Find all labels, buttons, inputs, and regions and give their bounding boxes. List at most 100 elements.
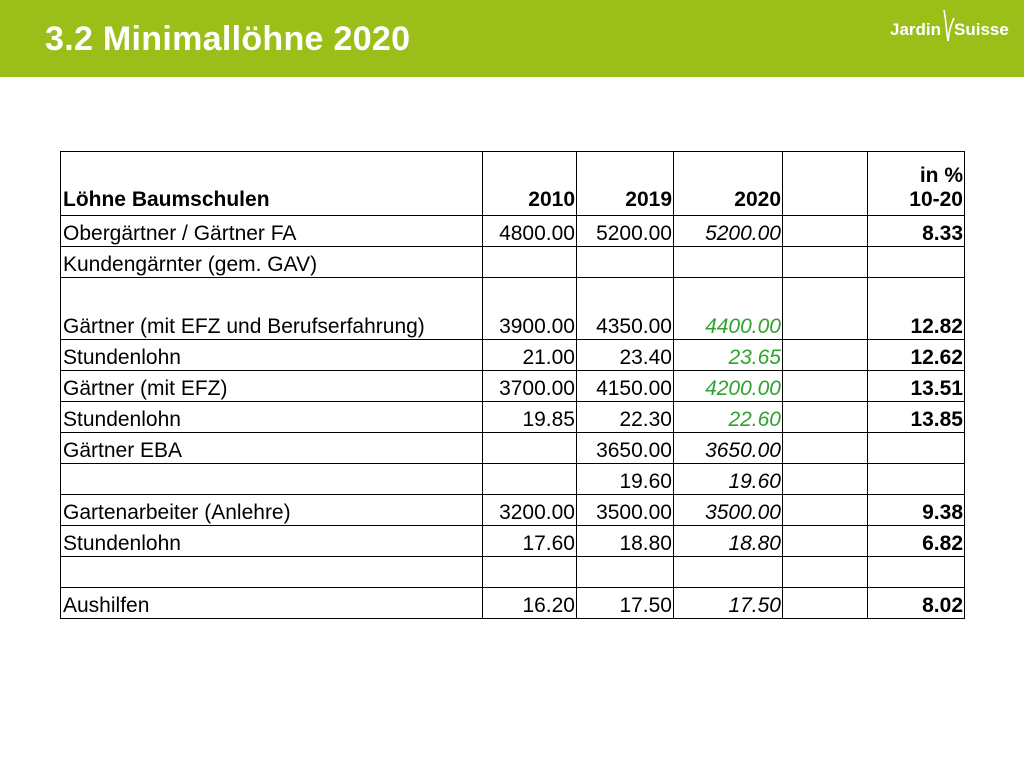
cell-percent bbox=[867, 246, 965, 278]
cell-2010: 4800.00 bbox=[482, 215, 577, 247]
cell-empty bbox=[782, 463, 868, 495]
header-2020: 2020 bbox=[673, 151, 783, 216]
cell-2019: 22.30 bbox=[576, 401, 674, 433]
row-label: Gärtner (mit EFZ und Berufserfahrung) bbox=[60, 277, 483, 340]
cell-percent bbox=[867, 556, 965, 588]
cell-percent bbox=[867, 463, 965, 495]
row-label: Obergärtner / Gärtner FA bbox=[60, 215, 483, 247]
cell-empty bbox=[782, 370, 868, 402]
row-label: Gärtner (mit EFZ) bbox=[60, 370, 483, 402]
header-empty bbox=[782, 151, 868, 216]
row-label: Stundenlohn bbox=[60, 401, 483, 433]
cell-empty bbox=[782, 525, 868, 557]
cell-2020 bbox=[673, 246, 783, 278]
cell-percent: 12.82 bbox=[867, 277, 965, 340]
cell-empty bbox=[782, 494, 868, 526]
row-label bbox=[60, 463, 483, 495]
table-row: Aushilfen 16.20 17.50 17.50 8.02 bbox=[60, 587, 965, 619]
row-label bbox=[60, 556, 483, 588]
cell-percent: 13.51 bbox=[867, 370, 965, 402]
row-label: Aushilfen bbox=[60, 587, 483, 619]
table-row: Stundenlohn 17.60 18.80 18.80 6.82 bbox=[60, 525, 965, 557]
header-label: Löhne Baumschulen bbox=[60, 151, 483, 216]
page-title: 3.2 Minimallöhne 2020 bbox=[45, 20, 411, 58]
cell-empty bbox=[782, 246, 868, 278]
cell-empty bbox=[782, 587, 868, 619]
row-label: Gartenarbeiter (Anlehre) bbox=[60, 494, 483, 526]
cell-empty bbox=[782, 401, 868, 433]
cell-2019: 17.50 bbox=[576, 587, 674, 619]
cell-2019: 4350.00 bbox=[576, 277, 674, 340]
cell-2020: 18.80 bbox=[673, 525, 783, 557]
row-label: Gärtner EBA bbox=[60, 432, 483, 464]
table-row: Gartenarbeiter (Anlehre) 3200.00 3500.00 35… bbox=[60, 494, 965, 526]
table-row: Gärtner (mit EFZ und Berufserfahrung) 390… bbox=[60, 277, 965, 340]
cell-2010 bbox=[482, 463, 577, 495]
row-label: Stundenlohn bbox=[60, 525, 483, 557]
cell-percent: 13.85 bbox=[867, 401, 965, 433]
cell-2020: 3500.00 bbox=[673, 494, 783, 526]
cell-2010 bbox=[482, 556, 577, 588]
cell-percent: 8.33 bbox=[867, 215, 965, 247]
cell-2019: 23.40 bbox=[576, 339, 674, 371]
cell-2020: 22.60 bbox=[673, 401, 783, 433]
table-row: Stundenlohn 21.00 23.40 23.65 12.62 bbox=[60, 339, 965, 371]
cell-2020: 23.65 bbox=[673, 339, 783, 371]
header-percent-line2: 10-20 bbox=[909, 188, 963, 211]
cell-percent bbox=[867, 432, 965, 464]
table-row: Gärtner EBA 3650.00 3650.00 bbox=[60, 432, 965, 464]
cell-empty bbox=[782, 432, 868, 464]
cell-2010: 3900.00 bbox=[482, 277, 577, 340]
logo-plant-icon bbox=[943, 9, 955, 42]
cell-empty bbox=[782, 339, 868, 371]
cell-2010: 19.85 bbox=[482, 401, 577, 433]
cell-2019 bbox=[576, 246, 674, 278]
cell-empty bbox=[782, 556, 868, 588]
header-2010: 2010 bbox=[482, 151, 577, 216]
table-row: Kundengärnter (gem. GAV) bbox=[60, 246, 965, 278]
row-label: Stundenlohn bbox=[60, 339, 483, 371]
table-header-row: Löhne Baumschulen 2010 2019 2020 in % 10… bbox=[60, 151, 965, 216]
cell-2010 bbox=[482, 246, 577, 278]
cell-2019: 3650.00 bbox=[576, 432, 674, 464]
logo-text-left: Jardin bbox=[890, 20, 942, 39]
cell-2010: 16.20 bbox=[482, 587, 577, 619]
logo-text-right: Suisse bbox=[954, 20, 1009, 39]
cell-2020: 4200.00 bbox=[673, 370, 783, 402]
cell-2019: 18.80 bbox=[576, 525, 674, 557]
wage-table: Löhne Baumschulen 2010 2019 2020 in % 10… bbox=[60, 151, 965, 619]
cell-2019: 19.60 bbox=[576, 463, 674, 495]
cell-2019: 4150.00 bbox=[576, 370, 674, 402]
cell-percent: 12.62 bbox=[867, 339, 965, 371]
header-percent: in % 10-20 bbox=[867, 151, 965, 216]
table-row bbox=[60, 556, 965, 588]
header-bar: 3.2 Minimallöhne 2020 Jardin Suisse bbox=[0, 0, 1024, 77]
table-row: Gärtner (mit EFZ) 3700.00 4150.00 4200.00 13… bbox=[60, 370, 965, 402]
table-row: 19.60 19.60 bbox=[60, 463, 965, 495]
cell-empty bbox=[782, 215, 868, 247]
cell-2019: 5200.00 bbox=[576, 215, 674, 247]
cell-2020: 3650.00 bbox=[673, 432, 783, 464]
cell-2019 bbox=[576, 556, 674, 588]
cell-2010: 3200.00 bbox=[482, 494, 577, 526]
row-label: Kundengärnter (gem. GAV) bbox=[60, 246, 483, 278]
cell-2020: 5200.00 bbox=[673, 215, 783, 247]
cell-2019: 3500.00 bbox=[576, 494, 674, 526]
cell-2020 bbox=[673, 556, 783, 588]
cell-percent: 9.38 bbox=[867, 494, 965, 526]
cell-2010: 17.60 bbox=[482, 525, 577, 557]
cell-percent: 6.82 bbox=[867, 525, 965, 557]
cell-2010: 21.00 bbox=[482, 339, 577, 371]
table-row: Stundenlohn 19.85 22.30 22.60 13.85 bbox=[60, 401, 965, 433]
cell-2020: 19.60 bbox=[673, 463, 783, 495]
header-2019: 2019 bbox=[576, 151, 674, 216]
cell-percent: 8.02 bbox=[867, 587, 965, 619]
header-percent-line1: in % bbox=[919, 164, 963, 187]
cell-2020: 4400.00 bbox=[673, 277, 783, 340]
cell-2010 bbox=[482, 432, 577, 464]
cell-2010: 3700.00 bbox=[482, 370, 577, 402]
jardinsuisse-logo: Jardin Suisse bbox=[890, 8, 1015, 48]
cell-empty bbox=[782, 277, 868, 340]
table-row: Obergärtner / Gärtner FA 4800.00 5200.00 52… bbox=[60, 215, 965, 247]
cell-2020: 17.50 bbox=[673, 587, 783, 619]
